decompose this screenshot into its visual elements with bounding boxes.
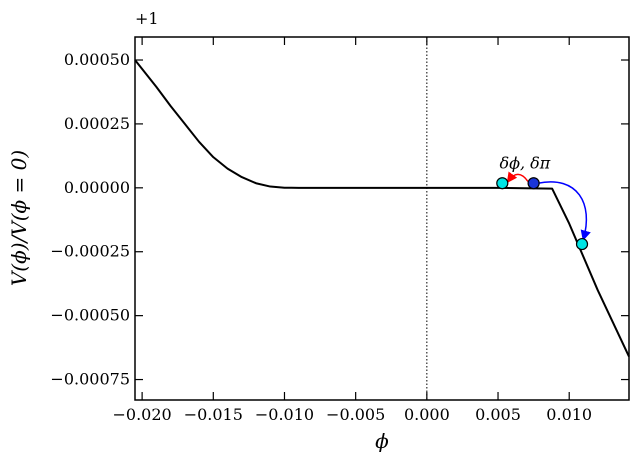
- y-axis-ticks: 0.00050 0.00025 0.00000 −0.00025 −0.00050 −0.…: [50, 50, 629, 389]
- y-axis-label: V(ϕ)/V(ϕ = 0): [7, 150, 31, 286]
- x-tick-label: 0.000: [404, 405, 450, 424]
- y-tick-label: −0.00075: [50, 370, 130, 389]
- y-tick-label: 0.00050: [64, 50, 130, 69]
- x-tick-label: −0.015: [184, 405, 243, 424]
- field-marker: [527, 177, 540, 190]
- arrow-group: [506, 171, 591, 241]
- field-marker: [496, 177, 509, 190]
- marker-group: [496, 177, 589, 251]
- x-tick-label: −0.005: [326, 405, 385, 424]
- x-axis-label: ϕ: [375, 429, 389, 453]
- field-marker: [575, 237, 589, 251]
- y-tick-label: −0.00025: [50, 242, 130, 261]
- x-tick-label: −0.010: [255, 405, 314, 424]
- y-offset-label: +1: [135, 9, 159, 28]
- series-group: [134, 37, 630, 400]
- blue-arrow: [537, 181, 591, 241]
- y-tick-label: 0.00025: [64, 114, 130, 133]
- y-tick-label: 0.00000: [64, 178, 130, 197]
- x-axis-ticks: −0.020 −0.015 −0.010 −0.005 0.000 0.005 0.010: [113, 37, 592, 424]
- x-tick-label: 0.005: [475, 405, 521, 424]
- y-tick-label: −0.00050: [50, 306, 130, 325]
- plot-frame: [134, 36, 630, 401]
- potential-curve: [134, 59, 630, 357]
- perturbation-annotation: δϕ, δπ: [499, 154, 550, 173]
- x-tick-label: 0.010: [546, 405, 592, 424]
- x-tick-label: −0.020: [113, 405, 172, 424]
- red-arrow: [506, 171, 529, 184]
